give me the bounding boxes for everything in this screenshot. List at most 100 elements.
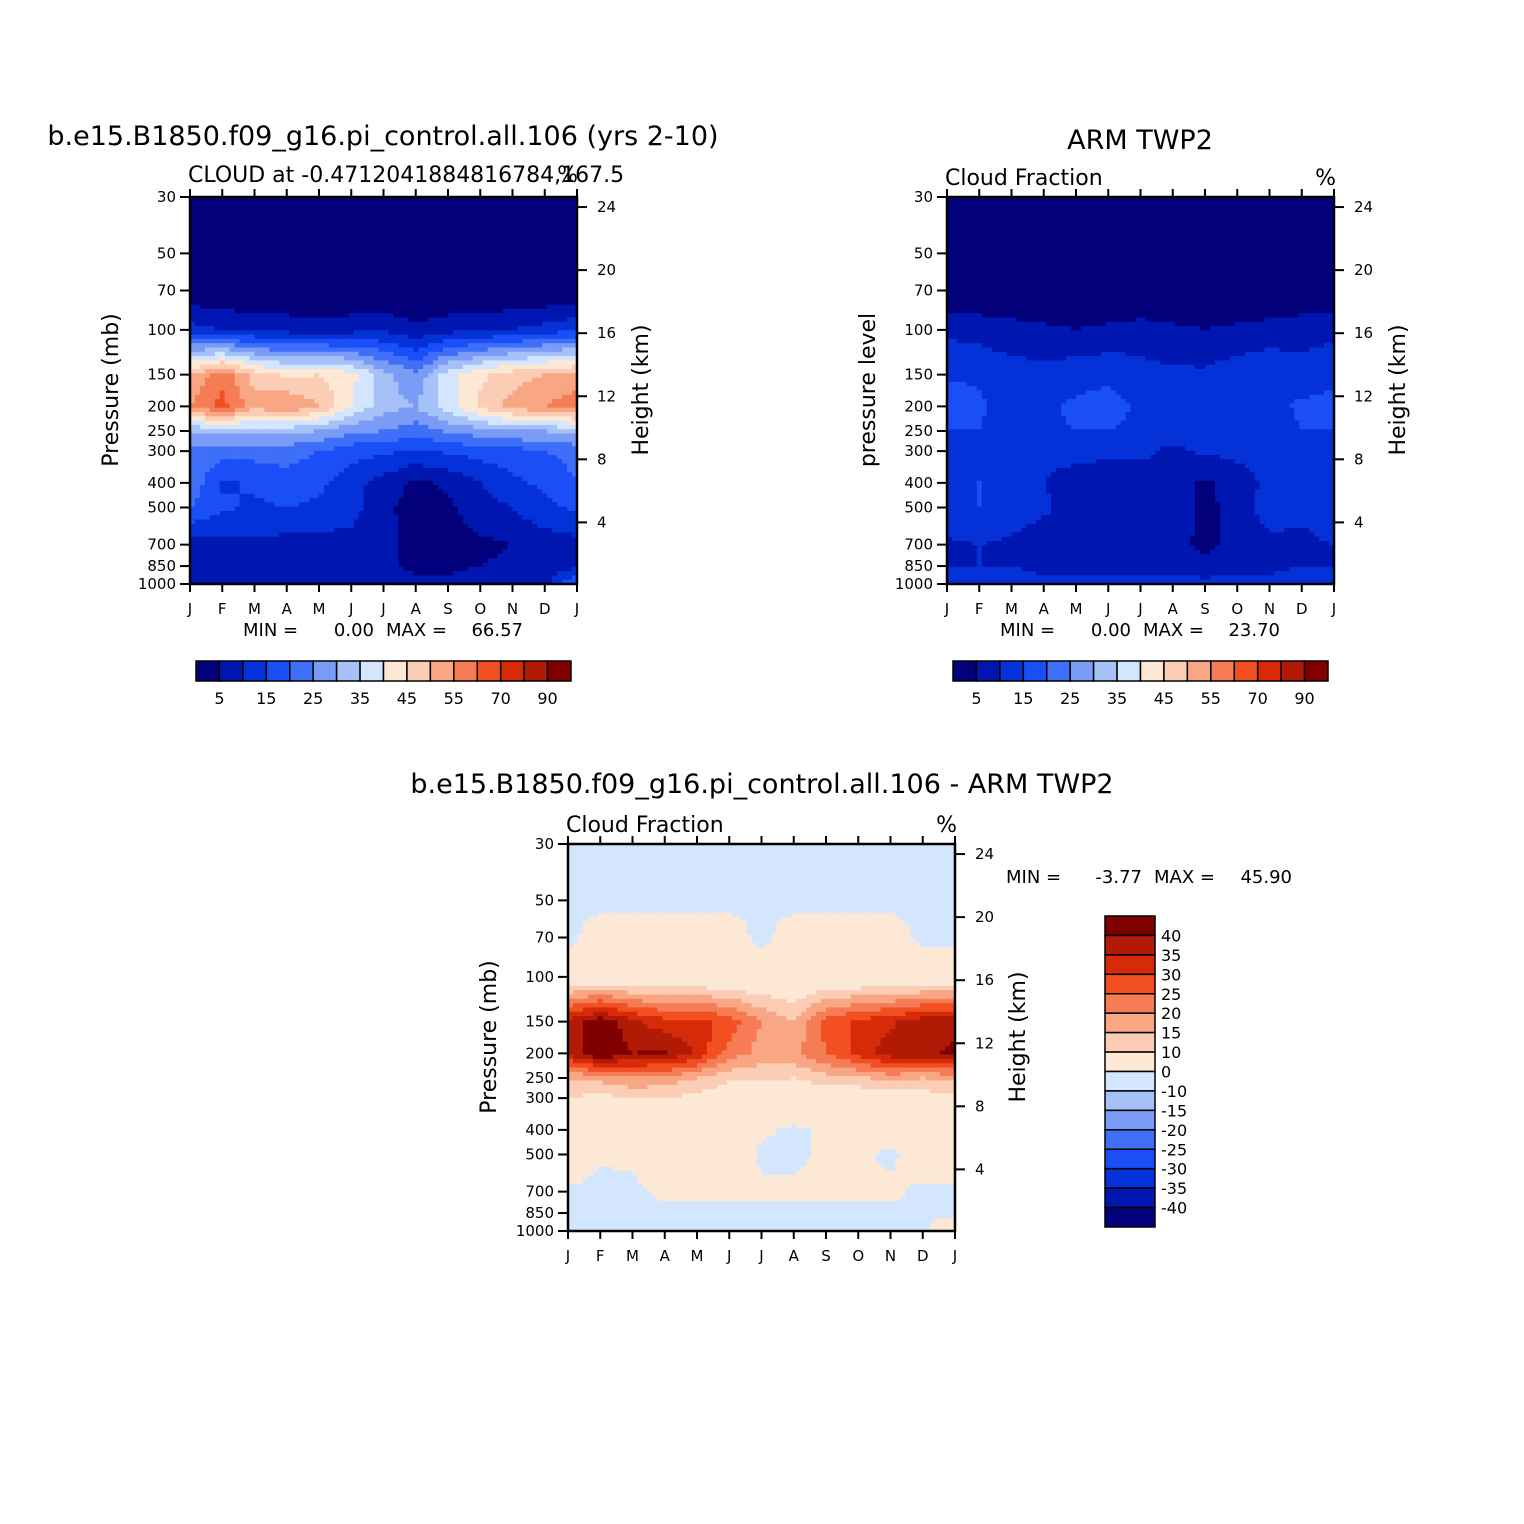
field-cell [284, 403, 290, 409]
field-cell [269, 459, 275, 465]
field-cell [482, 356, 489, 362]
field-cell [229, 394, 236, 400]
field-cell [532, 403, 538, 409]
field-cell [199, 201, 206, 207]
field-cell [547, 351, 553, 357]
field-cell [199, 330, 206, 336]
field-cell [393, 446, 400, 452]
field-cell [234, 364, 241, 370]
field-cell [552, 356, 558, 362]
field-cell [428, 244, 434, 250]
field-cell [289, 442, 295, 448]
field-cell [353, 283, 360, 288]
field-cell [477, 235, 484, 241]
field-cell [373, 205, 380, 211]
field-cell [299, 442, 305, 448]
field-cell [190, 386, 196, 392]
field-cell [507, 390, 514, 396]
field-cell [388, 209, 395, 215]
field-cell [333, 265, 340, 271]
field-cell [279, 386, 285, 392]
field-cell [239, 334, 246, 340]
field-cell [408, 429, 414, 435]
field-cell [239, 227, 246, 233]
field-cell [472, 239, 479, 245]
field-cell [309, 446, 315, 452]
field-cell [482, 386, 489, 392]
field-cell [472, 459, 479, 465]
field-cell [284, 381, 290, 387]
field-cell [348, 222, 355, 228]
field-cell [532, 437, 538, 443]
field-cell [472, 412, 479, 417]
field-cell [532, 252, 538, 258]
field-cell [547, 317, 553, 323]
field-cell [408, 326, 414, 331]
field-cell [522, 373, 529, 379]
field-cell [403, 429, 409, 435]
field-cell [304, 244, 310, 250]
field-cell [477, 442, 484, 448]
field-cell [219, 209, 226, 215]
field-cell [547, 463, 553, 469]
field-cell [403, 463, 409, 469]
field-cell [507, 420, 514, 426]
field-cell [343, 321, 350, 327]
field-cell [423, 317, 429, 323]
field-cell [338, 433, 345, 439]
field-cell [234, 446, 241, 452]
field-cell [487, 197, 494, 202]
field-cell [552, 394, 558, 400]
field-cell [309, 300, 315, 306]
field-cell [398, 261, 404, 267]
field-cell [492, 459, 499, 465]
field-cell [279, 227, 285, 233]
field-cell [338, 446, 345, 452]
field-cell [542, 407, 548, 413]
field-cell [333, 390, 340, 396]
field-cell [348, 373, 355, 379]
field-cell [572, 295, 577, 301]
field-cell [229, 368, 236, 374]
field-cell [418, 274, 424, 280]
field-cell [433, 287, 439, 293]
field-cell [348, 459, 355, 465]
field-cell [319, 446, 325, 452]
field-cell [557, 412, 563, 417]
field-cell [423, 205, 429, 211]
field-cell [393, 265, 400, 271]
field-cell [194, 394, 201, 400]
field-cell [403, 287, 409, 293]
field-cell [279, 360, 285, 366]
field-cell [497, 261, 504, 267]
field-cell [204, 231, 211, 237]
field-cell [358, 304, 365, 310]
field-cell [428, 227, 434, 233]
field-cell [284, 201, 290, 207]
field-cell [269, 261, 275, 267]
field-cell [492, 360, 499, 366]
field-cell [517, 231, 524, 237]
field-cell [333, 412, 340, 417]
field-cell [294, 257, 300, 263]
field-cell [353, 265, 360, 271]
field-cell [512, 287, 519, 293]
field-cell [294, 278, 300, 284]
field-cell [418, 463, 424, 469]
field-cell [428, 446, 434, 452]
field-cell [284, 407, 290, 413]
field-cell [274, 412, 280, 417]
field-cell [492, 437, 499, 443]
field-cell [309, 442, 315, 448]
field-cell [284, 442, 290, 448]
field-cell [497, 257, 504, 263]
field-cell [482, 326, 489, 331]
field-cell [542, 321, 548, 327]
field-cell [219, 455, 226, 460]
field-cell [234, 291, 241, 297]
field-cell [423, 455, 429, 460]
field-cell [373, 244, 380, 250]
field-cell [199, 467, 206, 473]
field-cell [368, 252, 375, 258]
field-cell [328, 467, 335, 473]
